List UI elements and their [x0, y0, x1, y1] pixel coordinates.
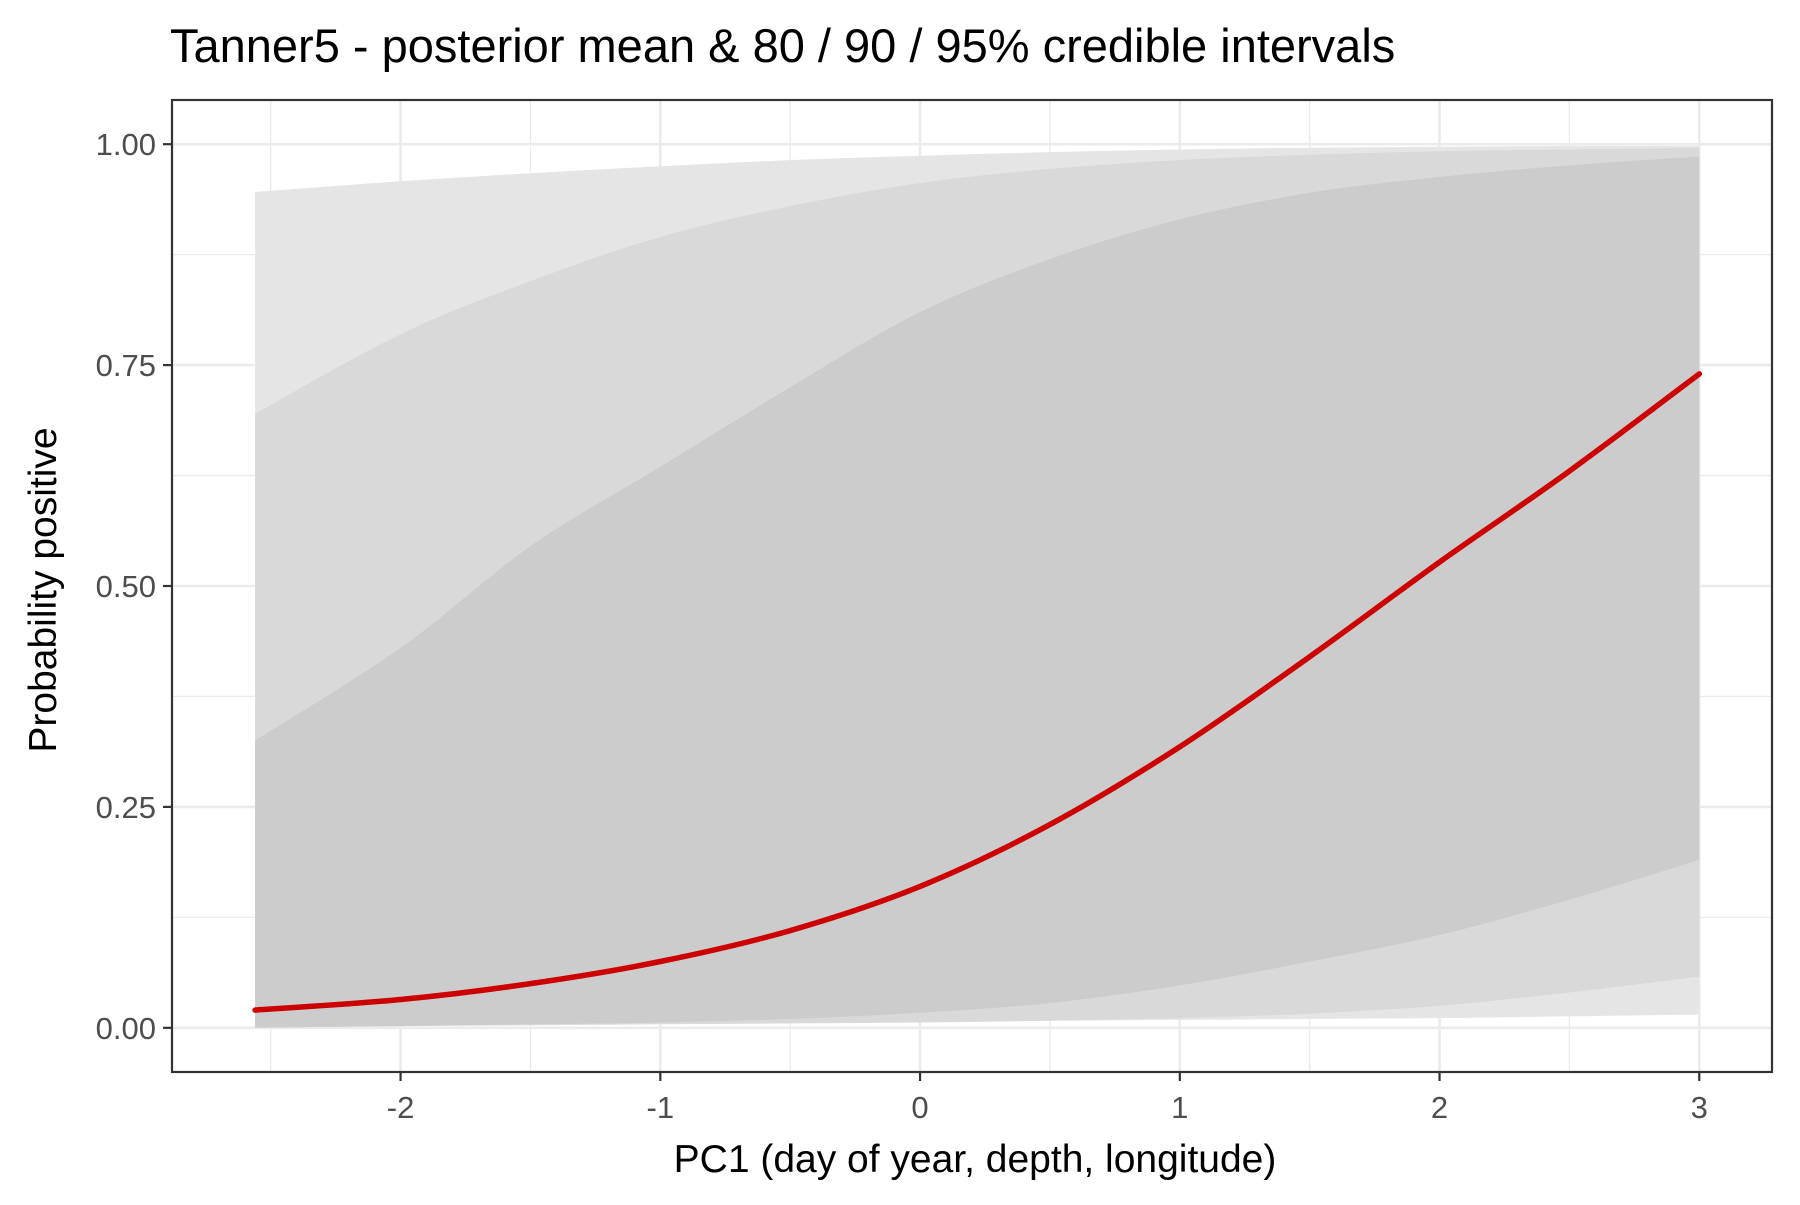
x-axis: -2 -1 0 1 2 3	[387, 1072, 1708, 1125]
x-tick-label: -2	[387, 1090, 415, 1125]
y-axis-title: Probability positive	[22, 427, 65, 752]
x-tick-label: 0	[911, 1090, 928, 1125]
posterior-mean-layer	[252, 371, 1703, 1013]
x-axis-title: PC1 (day of year, depth, longitude)	[674, 1138, 1277, 1181]
y-tick-label: 1.00	[96, 127, 156, 162]
credible-band-80pct	[255, 156, 1700, 1028]
y-tick-label: 0.75	[96, 348, 156, 383]
x-tick-label: 2	[1431, 1090, 1448, 1125]
y-tick-label: 0.00	[96, 1011, 156, 1046]
x-tick-label: 3	[1691, 1090, 1708, 1125]
y-axis: 0.00 0.25 0.50 0.75 1.00	[96, 127, 172, 1046]
chart-title: Tanner5 - posterior mean & 80 / 90 / 95%…	[170, 19, 1395, 72]
credible-interval-bands	[255, 145, 1700, 1028]
posterior-mean-line	[252, 371, 1703, 1013]
x-tick-label: 1	[1171, 1090, 1188, 1125]
x-tick-label: -1	[647, 1090, 675, 1125]
y-tick-label: 0.25	[96, 790, 156, 825]
y-tick-label: 0.50	[96, 569, 156, 604]
